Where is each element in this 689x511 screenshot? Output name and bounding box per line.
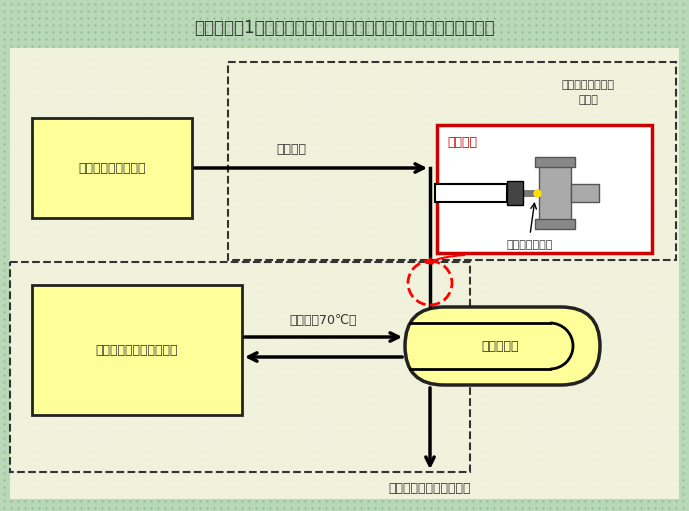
- Bar: [10, 262, 470, 472]
- Bar: [32, 118, 192, 218]
- Text: 当該箇所: 当該箇所: [447, 136, 477, 150]
- Text: 伊方発電所1号機　非常用ディーゼル発電機用補助蒸気系統概略図: 伊方発電所1号機 非常用ディーゼル発電機用補助蒸気系統概略図: [194, 19, 495, 37]
- Bar: [435, 184, 507, 202]
- Bar: [507, 181, 523, 205]
- Text: スチームコンバータ: スチームコンバータ: [79, 161, 146, 174]
- Text: 補助蒸気: 補助蒸気: [276, 143, 306, 156]
- Bar: [535, 219, 575, 229]
- Text: 非常用ディーゼル: 非常用ディーゼル: [562, 80, 615, 90]
- Bar: [10, 48, 679, 499]
- Bar: [437, 125, 652, 253]
- Bar: [32, 285, 242, 415]
- Bar: [228, 62, 676, 260]
- Text: 清水加熱器: 清水加熱器: [481, 339, 519, 353]
- Text: 温度計のさや管: 温度計のさや管: [507, 240, 553, 250]
- Bar: [571, 184, 599, 202]
- Text: 補助蒸気ドレンタンクへ: 補助蒸気ドレンタンクへ: [389, 481, 471, 495]
- Text: 温水（約70℃）: 温水（約70℃）: [290, 314, 358, 327]
- Text: 発電機: 発電機: [578, 95, 598, 105]
- Text: ディーゼル発電機　機関: ディーゼル発電機 機関: [96, 343, 178, 357]
- Bar: [539, 165, 571, 221]
- FancyBboxPatch shape: [405, 307, 600, 385]
- Bar: [535, 157, 575, 167]
